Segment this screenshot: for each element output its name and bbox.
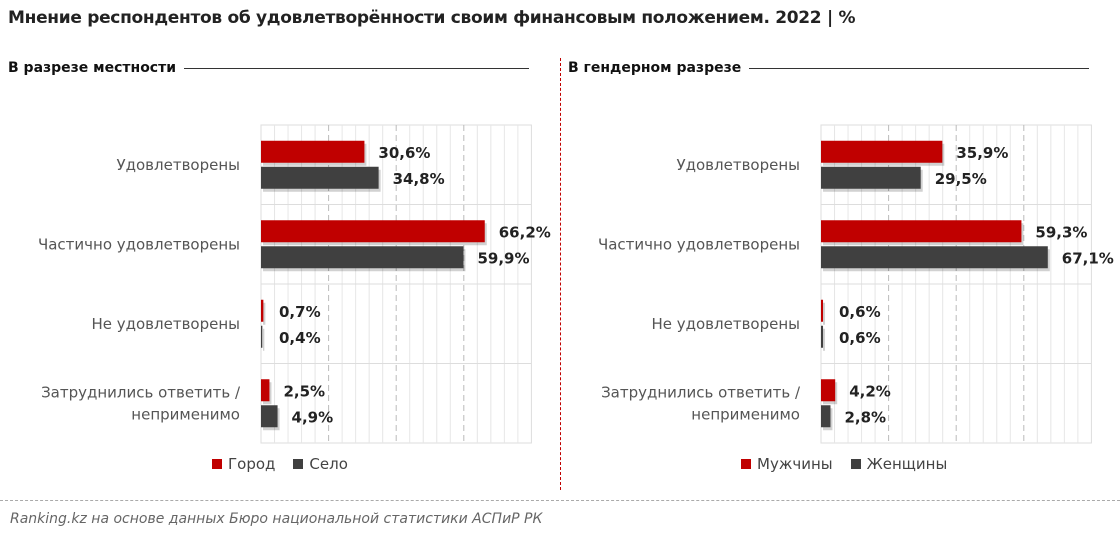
bar-series1 [821,220,1022,243]
category-label: Удовлетворены [676,156,800,174]
data-label: 34,8% [393,170,445,188]
data-label: 0,6% [839,303,881,321]
chart-left-title: В разрезе местности [8,60,177,76]
heading-rule [749,67,1090,69]
legend-swatch [293,459,304,469]
legend-label: Мужчины [757,455,833,473]
bar-series2 [261,405,278,428]
bar-series2 [821,166,921,189]
category-label: Затруднились ответить / [601,383,801,401]
bar-series1 [821,140,943,163]
heading-rule [184,67,530,69]
chart-left-heading: В разрезе местности [8,60,530,76]
category-label: Удовлетворены [116,156,240,174]
legend-item-city: Город [212,455,275,473]
bar-series1 [261,299,264,322]
bar-shadow [823,328,826,351]
data-label: 35,9% [956,144,1008,162]
bar-shadow [263,302,266,325]
legend-label: Женщины [866,455,948,473]
bar-series1 [261,140,365,163]
chart-right-title: В гендерном разрезе [568,60,742,76]
data-label: 2,8% [844,408,886,426]
data-label: 67,1% [1062,249,1114,267]
category-label: Частично удовлетворены [598,235,800,253]
legend-swatch [850,459,861,469]
legend-item-village: Село [293,455,348,473]
data-label: 59,3% [1035,223,1087,241]
source-note: Ranking.kz на основе данных Бюро национа… [10,511,543,527]
category-label: неприменимо [131,405,240,423]
chart-right-heading: В гендерном разрезе [568,60,1090,76]
legend-label: Город [228,455,276,473]
category-label: неприменимо [691,405,800,423]
bar-series2 [261,166,379,189]
data-label: 0,4% [279,329,321,347]
legend-swatch [212,459,222,469]
legend-item-women: Женщины [850,455,948,473]
bar-series2 [821,246,1048,269]
category-label: Затруднились ответить / [41,383,241,401]
category-label: Частично удовлетворены [38,235,240,253]
section-divider [560,58,561,490]
data-label: 29,5% [935,170,987,188]
bar-series2 [261,246,464,269]
bar-series1 [261,379,270,402]
data-label: 0,7% [279,303,321,321]
data-label: 30,6% [378,144,430,162]
category-label: Не удовлетворены [91,315,240,333]
category-label: Не удовлетворены [651,315,800,333]
bar-series2 [821,325,824,348]
data-label: 4,2% [849,382,891,400]
bar-series1 [821,379,836,402]
legend-left: Город Село [212,455,348,473]
chart-gender: Удовлетворены 35,9% 29,5% Частично удовлетв… [598,124,1114,444]
legend-label: Село [309,455,348,473]
legend-swatch [741,459,751,469]
data-label: 59,9% [477,249,529,267]
data-label: 0,6% [839,329,881,347]
chart-location: Удовлетворены 30,6% 34,8% Частично удовлетв… [38,124,551,444]
bar-shadow [823,302,826,325]
data-label: 2,5% [283,382,325,400]
bar-series1 [821,299,824,322]
page-title: Мнение респондентов об удовлетворённости… [8,8,856,28]
footer-divider [0,500,1120,501]
legend-item-men: Мужчины [741,455,833,473]
bar-series2 [821,405,831,428]
legend-right: Мужчины Женщины [741,455,947,473]
bar-series1 [261,220,485,243]
data-label: 66,2% [499,223,551,241]
data-label: 4,9% [292,408,334,426]
bar-shadow [263,328,265,351]
bar-series2 [261,325,263,348]
